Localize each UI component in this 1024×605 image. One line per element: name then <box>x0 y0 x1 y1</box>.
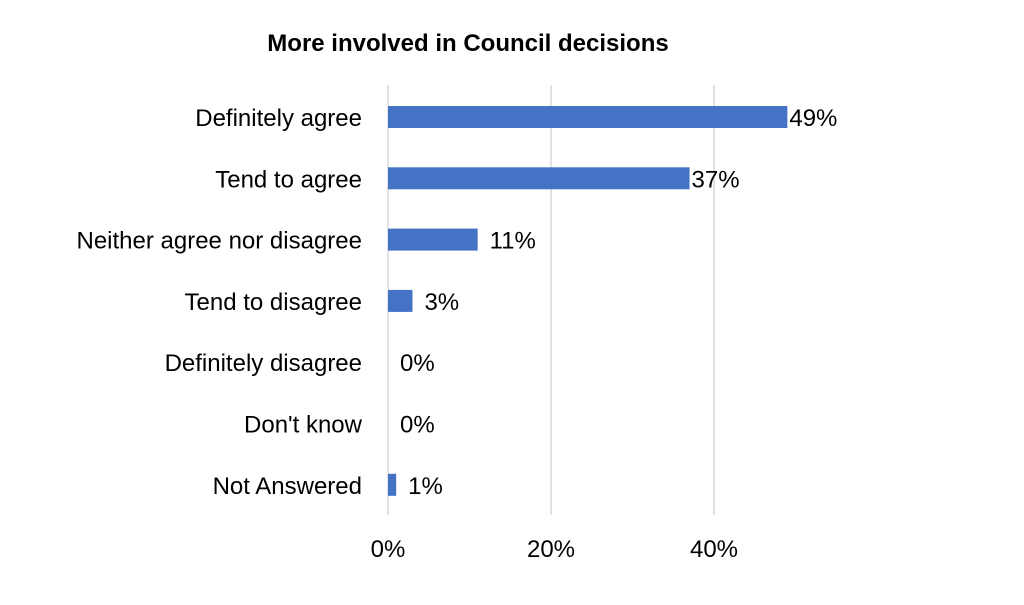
data-label: 0% <box>400 412 435 439</box>
data-label: 49% <box>789 105 837 132</box>
category-label: Don't know <box>244 412 363 439</box>
chart-title: More involved in Council decisions <box>267 30 668 57</box>
data-label: 1% <box>408 473 443 500</box>
bar-neither-agree-nor-disagree <box>388 228 478 251</box>
data-label: 3% <box>424 289 459 316</box>
bars <box>388 106 788 496</box>
bar-not-answered <box>388 473 397 496</box>
category-label: Neither agree nor disagree <box>76 228 362 255</box>
data-label: 37% <box>692 166 740 193</box>
data-labels: 49% 37% 11% 3% 0% 0% 1% <box>400 105 837 500</box>
category-labels: Definitely agree Tend to agree Neither agr… <box>76 105 362 500</box>
data-label: 0% <box>400 350 435 377</box>
x-tick-label: 20% <box>527 536 575 563</box>
bar-definitely-agree <box>388 106 788 128</box>
category-label: Tend to agree <box>215 166 362 193</box>
bar-tend-to-disagree <box>388 289 413 312</box>
category-label: Not Answered <box>213 473 362 500</box>
bar-tend-to-agree <box>388 167 690 190</box>
category-label: Definitely disagree <box>165 350 362 377</box>
x-tick-label: 0% <box>371 536 406 563</box>
x-tick-label: 40% <box>690 536 738 563</box>
data-label: 11% <box>490 228 536 255</box>
x-axis-tick-labels: 0% 20% 40% <box>371 536 738 563</box>
category-label: Tend to disagree <box>185 289 362 316</box>
category-label: Definitely agree <box>195 105 362 132</box>
